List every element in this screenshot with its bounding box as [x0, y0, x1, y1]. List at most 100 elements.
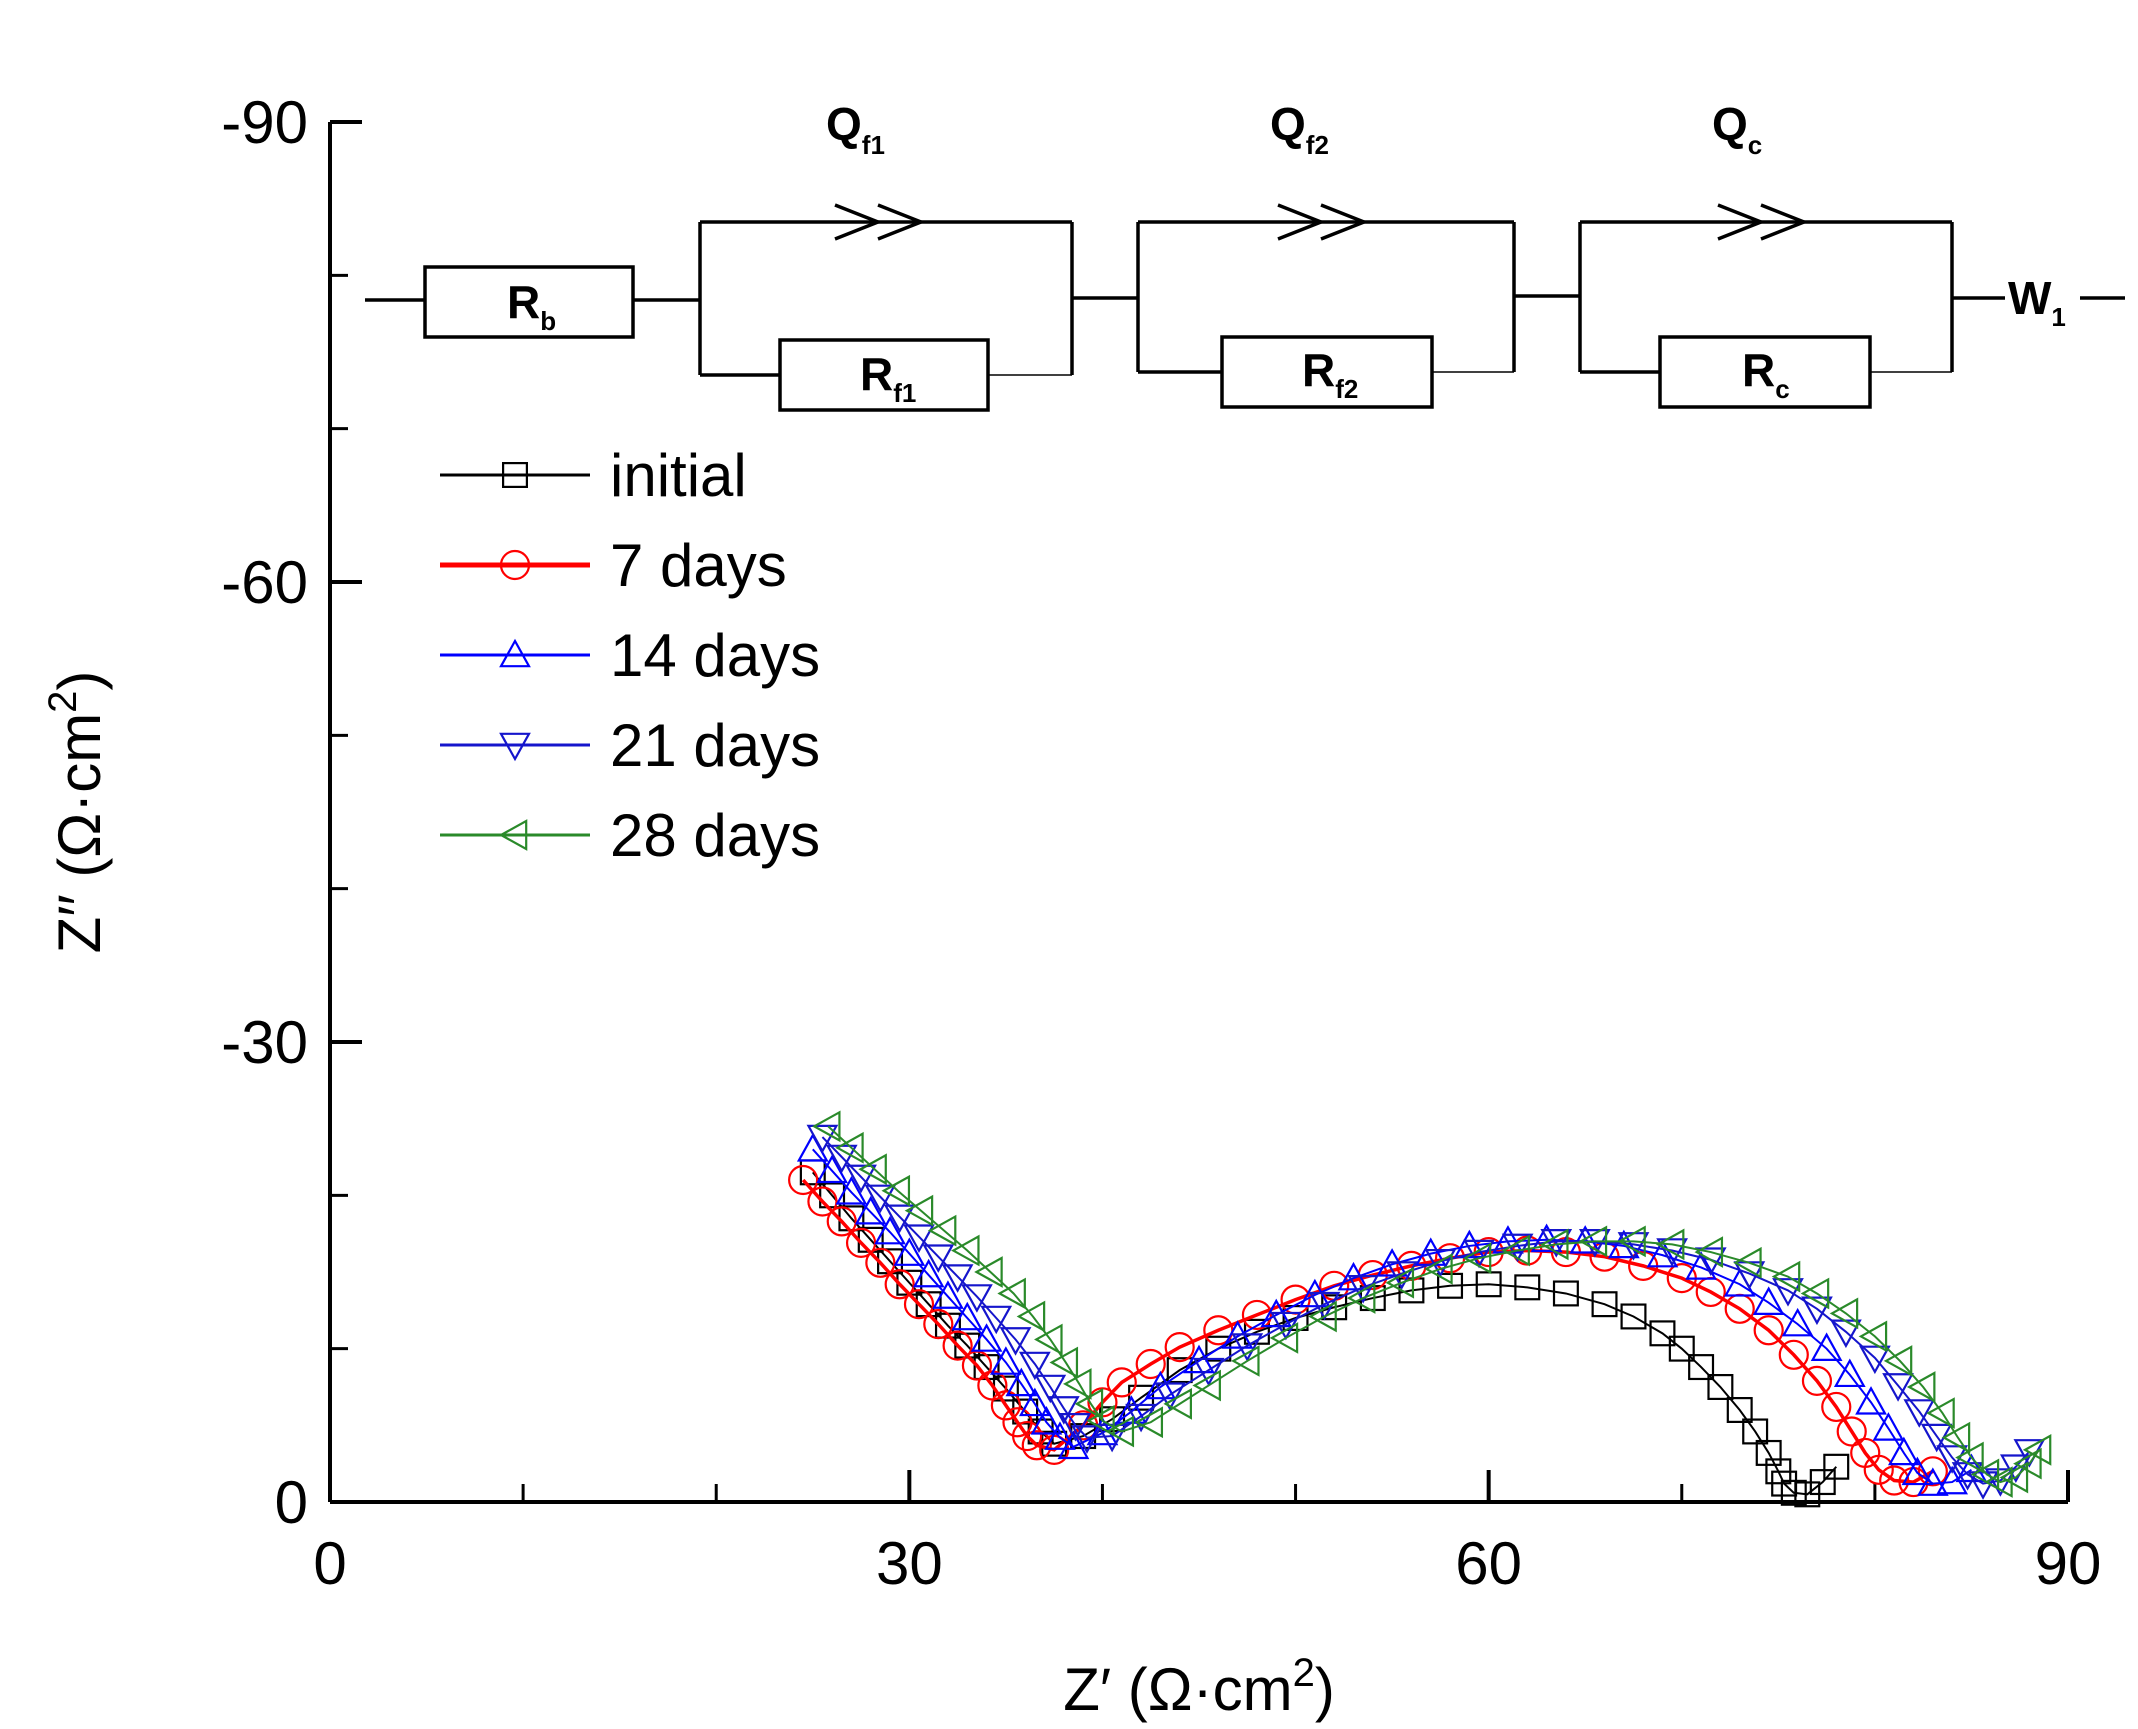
data-point-initial	[1707, 1373, 1734, 1400]
data-point-21-days	[1801, 1296, 1833, 1326]
data-point-14-days	[1569, 1225, 1602, 1254]
data-point-28-days	[1269, 1322, 1299, 1354]
data-point-initial	[1755, 1439, 1782, 1466]
data-point-7-days	[1021, 1430, 1052, 1461]
data-point-21-days	[864, 1184, 897, 1214]
series-line-7-days	[801, 1178, 1934, 1484]
data-point-14-days	[990, 1346, 1022, 1375]
data-point-14-days	[874, 1215, 906, 1245]
data-point-14-days	[1646, 1238, 1679, 1268]
data-point-14-days	[1855, 1386, 1887, 1415]
data-point-21-days	[1125, 1403, 1157, 1433]
series-14-days	[796, 1133, 1988, 1496]
y-tick-label: -30	[221, 1009, 308, 1076]
data-point-7-days	[1879, 1465, 1910, 1496]
data-point-21-days	[1540, 1229, 1573, 1258]
y-axis-title: Z′′ (Ω·cm2)	[41, 671, 113, 954]
legend-marker	[499, 732, 531, 762]
data-point-7-days	[1801, 1365, 1833, 1396]
data-point-28-days	[1462, 1242, 1492, 1275]
data-point-7-days	[884, 1269, 915, 1300]
data-point-initial	[1591, 1291, 1618, 1318]
data-point-initial	[1688, 1354, 1715, 1381]
data-point-28-days	[1941, 1421, 1971, 1454]
legend-marker	[499, 638, 531, 668]
label-qc: Qc	[1712, 98, 1762, 160]
data-point-14-days	[1044, 1421, 1076, 1450]
data-point-7-days	[788, 1164, 819, 1196]
data-point-initial	[819, 1182, 846, 1209]
data-point-28-days	[1308, 1300, 1337, 1333]
data-point-21-days	[1385, 1261, 1418, 1290]
data-point-28-days	[1034, 1323, 1063, 1356]
data-point-initial	[1012, 1398, 1039, 1425]
series-layer	[788, 1110, 2052, 1508]
cpe-qc-symbol-second	[1760, 203, 1809, 241]
data-point-initial	[1514, 1274, 1541, 1301]
data-point-21-days	[1192, 1357, 1225, 1387]
legend-item-14-days: 14 days	[440, 622, 820, 689]
cpe-qf1-symbol-second	[877, 203, 926, 241]
data-point-initial	[1780, 1479, 1807, 1506]
data-point-7-days	[865, 1247, 896, 1278]
data-point-21-days	[1656, 1238, 1688, 1267]
data-point-21-days	[883, 1204, 916, 1234]
series-7-days	[788, 1164, 1948, 1498]
data-point-28-days	[1539, 1228, 1569, 1261]
data-point-21-days	[1018, 1351, 1051, 1381]
data-point-14-days	[1453, 1229, 1486, 1259]
data-point-14-days	[1781, 1307, 1814, 1337]
data-point-21-days	[961, 1284, 993, 1313]
data-point-28-days	[1829, 1297, 1859, 1330]
data-point-14-days	[970, 1323, 1003, 1352]
x-tick-label: 0	[313, 1530, 346, 1597]
data-point-28-days	[1694, 1236, 1724, 1268]
data-point-7-days	[942, 1330, 973, 1361]
data-point-7-days	[903, 1289, 935, 1320]
data-point-21-days	[806, 1124, 839, 1154]
data-point-initial	[1552, 1280, 1579, 1307]
data-point-28-days	[881, 1174, 911, 1207]
label-rf1: Rf1	[860, 348, 916, 408]
data-point-28-days	[1926, 1397, 1955, 1429]
data-point-7-days	[923, 1309, 954, 1340]
data-point-7-days	[1106, 1367, 1137, 1398]
series-initial	[799, 1159, 1850, 1508]
equivalent-circuit-diagram	[365, 203, 2125, 412]
data-point-28-days	[1771, 1260, 1801, 1293]
data-point-28-days	[811, 1110, 841, 1143]
data-point-28-days	[1733, 1246, 1762, 1279]
data-point-21-days	[980, 1305, 1013, 1335]
data-point-28-days	[1074, 1387, 1104, 1420]
data-point-21-days	[922, 1244, 955, 1273]
data-point-7-days	[807, 1186, 838, 1217]
y-tick-label: 0	[275, 1469, 308, 1536]
data-point-21-days	[845, 1164, 877, 1194]
data-point-21-days	[941, 1264, 974, 1293]
data-point-7-days	[1917, 1456, 1948, 1487]
data-point-initial	[1668, 1335, 1695, 1362]
data-point-21-days	[1903, 1399, 1936, 1428]
data-point-28-days	[1955, 1441, 1984, 1474]
legend-item-28-days: 28 days	[440, 802, 820, 869]
data-point-14-days	[1005, 1367, 1038, 1397]
data-point-14-days	[893, 1237, 926, 1266]
data-point-7-days	[1778, 1339, 1809, 1370]
data-point-28-days	[1192, 1369, 1221, 1402]
data-point-28-days	[1016, 1300, 1046, 1333]
data-point-21-days	[1154, 1382, 1186, 1411]
series-line-21-days	[821, 1136, 2031, 1485]
data-point-21-days	[1347, 1275, 1380, 1304]
data-point-28-days	[997, 1277, 1026, 1310]
data-point-28-days	[1134, 1406, 1164, 1439]
data-point-28-days	[1858, 1320, 1888, 1353]
y-tick-label: -90	[221, 89, 308, 156]
series-line-28-days	[827, 1125, 2040, 1484]
data-point-14-days	[1752, 1286, 1785, 1315]
legend-label: 21 days	[610, 712, 820, 779]
resistor-rb	[423, 265, 635, 339]
cpe-qf2-symbol-second	[1320, 203, 1369, 241]
data-point-28-days	[1578, 1225, 1608, 1258]
data-point-14-days	[932, 1280, 964, 1309]
